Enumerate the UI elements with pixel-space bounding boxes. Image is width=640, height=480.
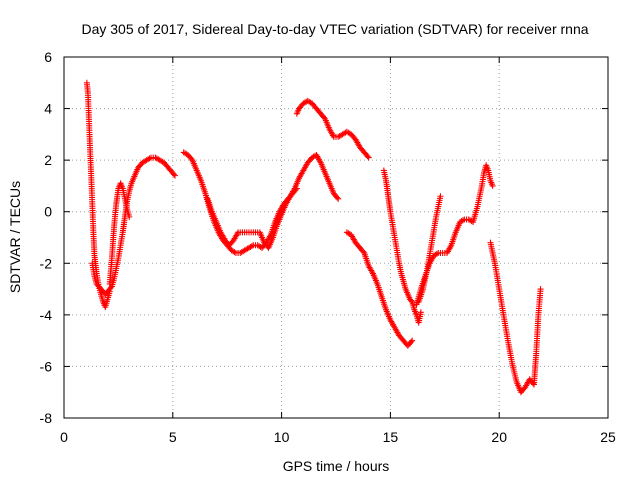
data-point bbox=[364, 153, 371, 160]
data-point bbox=[437, 193, 444, 200]
data-point bbox=[335, 195, 342, 202]
plot-frame bbox=[63, 56, 609, 419]
y-tick-label: 0 bbox=[44, 204, 52, 220]
series-track-i bbox=[380, 167, 424, 326]
series-track-d bbox=[108, 154, 178, 290]
data-point bbox=[334, 194, 341, 201]
data-point bbox=[537, 286, 544, 293]
tick-layer: 0 5 10 15 20 25 -8 -6 -4 -2 0 2 4 6 bbox=[40, 49, 616, 445]
series-track-h bbox=[343, 229, 416, 349]
data-point bbox=[170, 171, 177, 178]
x-tick-label: 25 bbox=[600, 429, 616, 445]
x-tick-label: 0 bbox=[60, 429, 68, 445]
x-tick-label: 20 bbox=[491, 429, 507, 445]
series-track-g bbox=[293, 97, 372, 161]
chart-title: Day 305 of 2017, Sidereal Day-to-day VTE… bbox=[81, 21, 588, 37]
y-tick-label: 4 bbox=[44, 101, 52, 117]
data-point bbox=[417, 309, 424, 316]
data-point bbox=[408, 338, 415, 345]
data-point bbox=[171, 172, 178, 179]
data-point bbox=[529, 380, 536, 387]
x-tick-label: 15 bbox=[383, 429, 399, 445]
data-point bbox=[409, 337, 416, 344]
y-tick-label: -6 bbox=[40, 358, 53, 374]
data-point bbox=[408, 297, 415, 304]
y-tick-label: 2 bbox=[44, 152, 52, 168]
x-tick-label: 10 bbox=[274, 429, 290, 445]
y-tick-label: 6 bbox=[44, 49, 52, 65]
series-track-f bbox=[204, 151, 342, 251]
data-point bbox=[321, 114, 328, 121]
y-tick-label: -2 bbox=[40, 255, 53, 271]
series-track-k bbox=[415, 193, 444, 305]
marker-layer bbox=[83, 79, 544, 396]
data-point bbox=[107, 284, 114, 291]
x-axis-label: GPS time / hours bbox=[283, 458, 390, 474]
data-point bbox=[489, 182, 496, 189]
y-tick-label: -8 bbox=[40, 410, 53, 426]
y-tick-label: -4 bbox=[40, 307, 53, 323]
data-point bbox=[188, 155, 195, 162]
data-point bbox=[360, 248, 367, 255]
grid-layer bbox=[64, 57, 608, 418]
y-axis-label: SDTVAR / TECUs bbox=[7, 181, 23, 293]
series-track-l bbox=[487, 239, 544, 396]
data-point bbox=[365, 154, 372, 161]
x-tick-label: 5 bbox=[169, 429, 177, 445]
